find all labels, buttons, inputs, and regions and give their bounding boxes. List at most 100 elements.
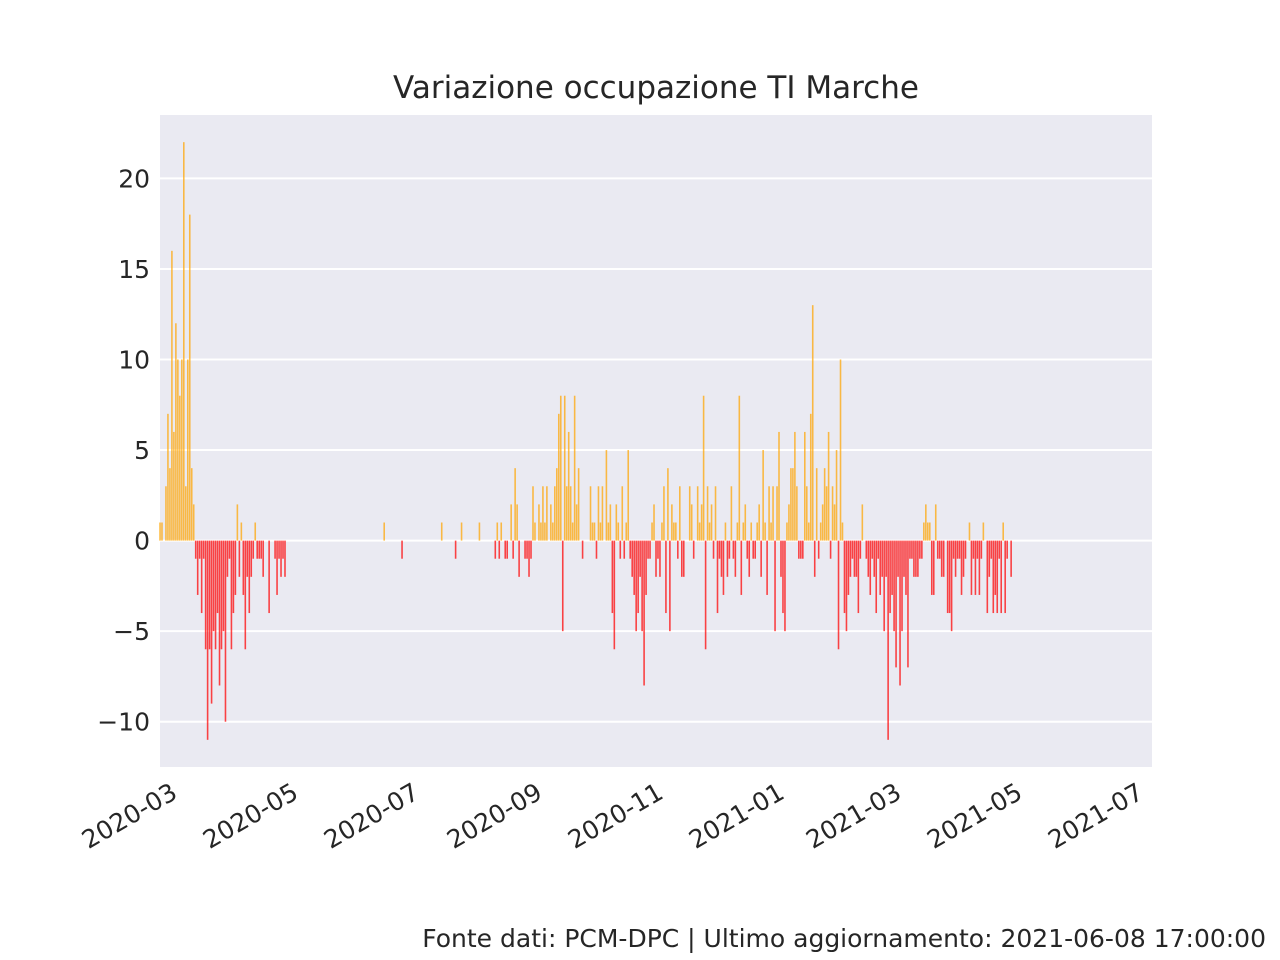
bar [284, 540, 286, 577]
bar [712, 540, 715, 559]
bar [605, 450, 608, 541]
bar [923, 522, 925, 541]
bar [861, 504, 864, 541]
bar [716, 540, 719, 614]
y-tick-label: 0 [134, 527, 150, 556]
bar [875, 540, 878, 614]
bar [550, 504, 552, 541]
bar [552, 522, 554, 541]
bar [929, 522, 931, 541]
bar [936, 540, 939, 559]
bar [637, 540, 639, 614]
bar [663, 486, 665, 541]
bar [915, 540, 917, 577]
bar [512, 540, 514, 559]
bar [653, 504, 655, 541]
bar [768, 486, 770, 541]
bar [268, 540, 270, 614]
bar [990, 540, 993, 559]
bar [728, 540, 731, 559]
bar [210, 540, 213, 704]
bar [278, 540, 280, 559]
bar [879, 540, 881, 595]
y-tick-label: −10 [97, 708, 150, 737]
bar [964, 540, 967, 559]
chart-title: Variazione occupazione TI Marche [393, 70, 919, 106]
bar [613, 540, 616, 650]
bar [504, 540, 507, 559]
y-tick-label: 20 [118, 164, 150, 193]
bar [885, 540, 887, 577]
bar [776, 486, 778, 541]
bar [825, 486, 828, 541]
bar [1010, 540, 1012, 577]
bar [383, 522, 385, 541]
bar [169, 468, 171, 541]
bar [946, 540, 949, 614]
bar [823, 468, 826, 541]
bar [242, 540, 245, 595]
bar [573, 395, 576, 541]
bar [698, 522, 701, 541]
bar [784, 540, 786, 632]
bar [208, 540, 211, 650]
bar [841, 522, 844, 541]
bar [542, 486, 544, 541]
bar [540, 522, 542, 541]
bar [183, 142, 185, 541]
bar [688, 486, 691, 541]
bar [179, 395, 181, 541]
bar [934, 504, 937, 541]
bar [196, 540, 199, 595]
bar [804, 431, 806, 541]
bar [478, 522, 481, 541]
bar [601, 486, 604, 541]
bar [254, 522, 257, 541]
bar [192, 504, 195, 541]
bar [186, 359, 189, 541]
bar [673, 522, 675, 541]
bar [649, 540, 651, 559]
bar [165, 486, 167, 541]
bar [629, 540, 631, 559]
bar [732, 540, 735, 559]
bar [730, 486, 733, 541]
bar [262, 540, 264, 577]
bar [496, 522, 499, 541]
bar [809, 413, 812, 541]
bar [817, 540, 820, 559]
bar [532, 486, 534, 541]
bar [714, 486, 717, 541]
bar [887, 540, 889, 740]
bar [754, 540, 756, 559]
bar [958, 540, 961, 559]
bar [226, 540, 229, 577]
bar [978, 540, 981, 595]
bar [807, 522, 810, 541]
bar [569, 486, 572, 541]
bar [559, 395, 562, 541]
bar [599, 522, 602, 541]
bar [690, 504, 693, 541]
bar [831, 486, 834, 541]
bar [752, 540, 755, 559]
bar [786, 522, 788, 541]
bar [563, 395, 566, 541]
x-tick-label: 2021-03 [801, 777, 906, 854]
bar [893, 540, 895, 632]
x-tick-label: 2020-05 [198, 777, 303, 854]
bar [1000, 540, 1003, 614]
bar [645, 540, 647, 595]
bar [760, 540, 762, 577]
bar [589, 486, 592, 541]
bar [738, 395, 741, 541]
bar [222, 540, 225, 632]
bar [252, 540, 255, 559]
x-tick-label: 2020-03 [77, 777, 182, 854]
bar [998, 540, 1001, 559]
bar [746, 540, 749, 559]
bar [704, 540, 707, 650]
bar [925, 504, 927, 541]
bar [794, 431, 796, 541]
